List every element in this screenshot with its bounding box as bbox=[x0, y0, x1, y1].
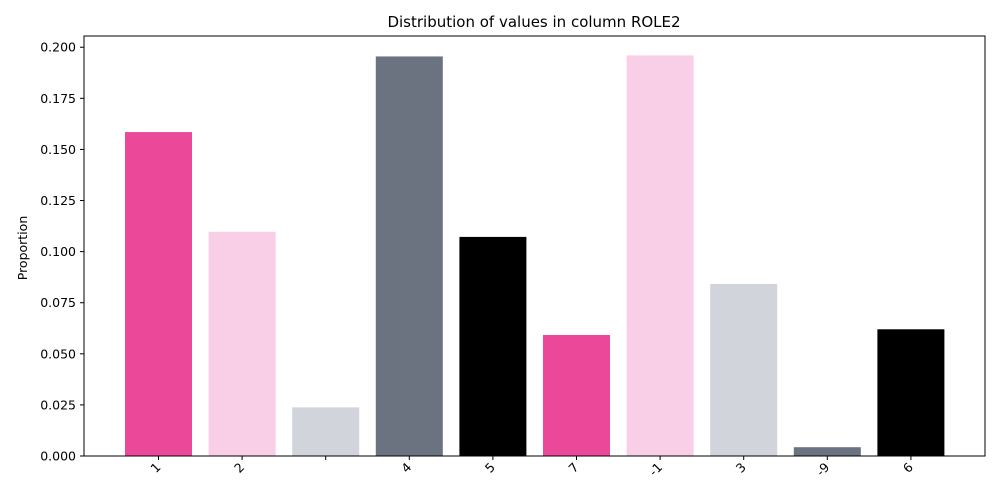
y-axis-label: Proportion bbox=[15, 216, 30, 281]
y-tick-label: 0.200 bbox=[40, 40, 76, 55]
y-tick-label: 0.050 bbox=[40, 346, 76, 361]
x-tick-label: 3 bbox=[733, 460, 749, 476]
y-tick-label: 0.100 bbox=[40, 244, 76, 259]
bar-10 bbox=[877, 329, 945, 456]
y-tick-label: 0.150 bbox=[40, 142, 76, 157]
bars-group bbox=[125, 55, 945, 457]
x-tick-label: 5 bbox=[482, 460, 498, 476]
y-tick-label: 0.175 bbox=[40, 91, 76, 106]
x-tick-label: -9 bbox=[813, 459, 832, 478]
y-tick-label: 0.075 bbox=[40, 295, 76, 310]
x-tick-label: 7 bbox=[565, 460, 581, 476]
y-tick-label: 0.000 bbox=[40, 449, 76, 464]
chart-title: Distribution of values in column ROLE2 bbox=[387, 13, 680, 31]
x-tick-label: 6 bbox=[900, 459, 916, 475]
y-tick-label: 0.125 bbox=[40, 193, 76, 208]
bar-5 bbox=[459, 236, 527, 456]
x-tick-label: 4 bbox=[398, 459, 414, 475]
x-tick-label: 2 bbox=[231, 460, 247, 476]
bar-4 bbox=[375, 56, 443, 456]
y-ticks-group: 0.000 0.025 0.050 0.075 0.100 0.125 0.150 0.175… bbox=[40, 40, 84, 464]
bar-7 bbox=[626, 55, 694, 457]
y-tick-label: 0.025 bbox=[40, 397, 76, 412]
bar-8 bbox=[710, 283, 778, 456]
bar-2 bbox=[208, 231, 276, 456]
bar-9 bbox=[793, 447, 861, 456]
plot-frame bbox=[83, 35, 986, 457]
x-ticks-group: 1 2 4 5 7 -1 3 -9 6 bbox=[147, 456, 916, 479]
x-tick-label: -1 bbox=[646, 460, 665, 479]
bar-6 bbox=[543, 335, 610, 456]
bar-1 bbox=[125, 132, 192, 456]
x-tick-label: 1 bbox=[147, 460, 163, 476]
bar-3 bbox=[292, 407, 360, 456]
